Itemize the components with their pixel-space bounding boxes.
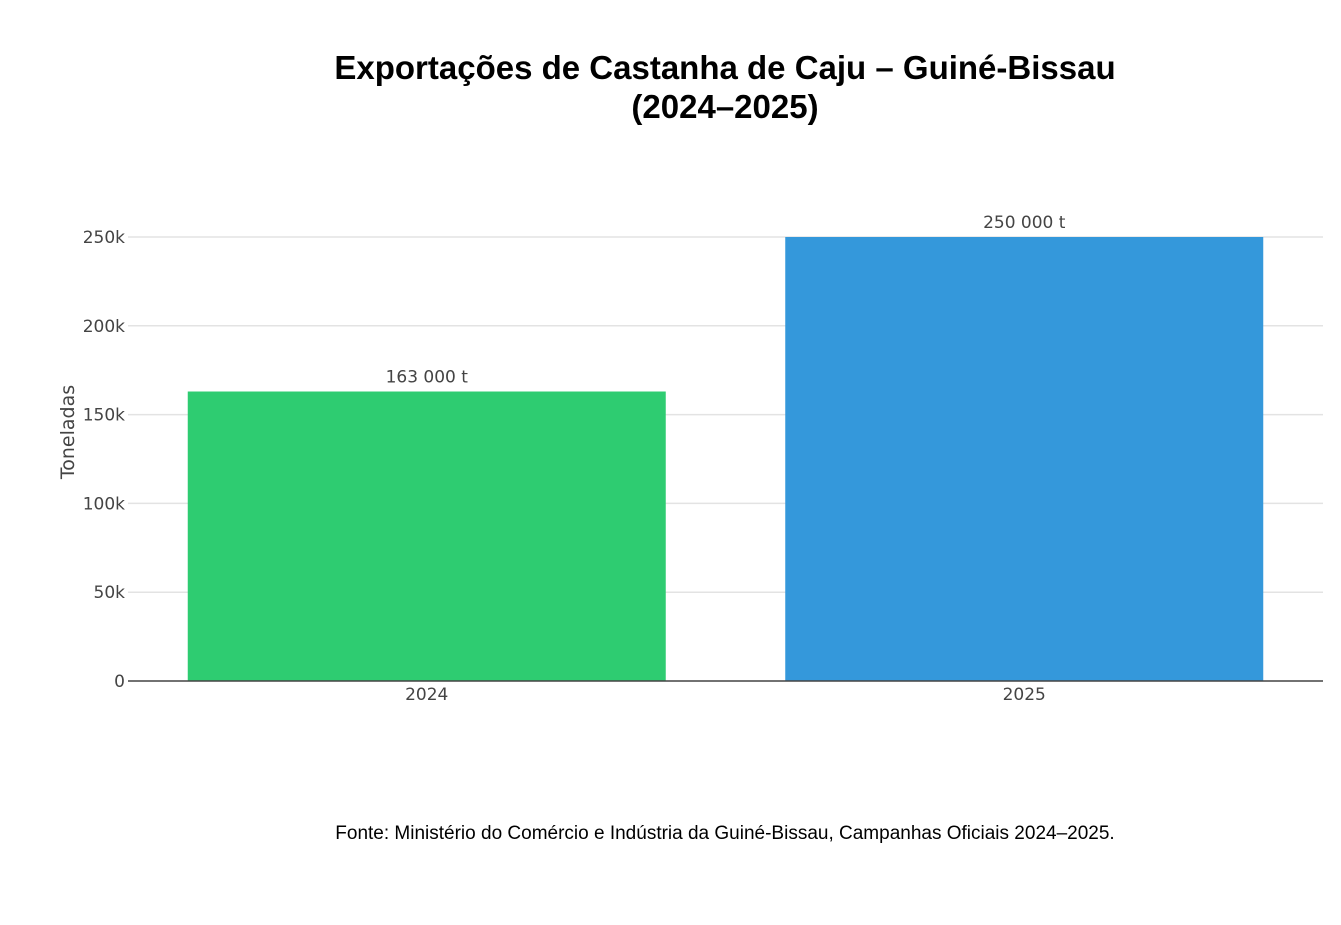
data-label-2025: 250 000 t: [983, 213, 1066, 233]
source-note: Fonte: Ministério do Comércio e Indústri…: [335, 823, 1115, 844]
y-tick-label: 50k: [94, 583, 126, 603]
bar-2024: [187, 391, 666, 681]
chart-title-line2: (2024–2025): [631, 88, 819, 125]
x-tick-label: 2025: [1003, 685, 1046, 705]
data-label-2024: 163 000 t: [386, 368, 469, 388]
chart-title: Exportações de Castanha de Caju – Guiné-…: [125, 48, 1325, 126]
x-tick-label: 2024: [405, 685, 448, 705]
bars: [187, 237, 1264, 681]
y-tick-label: 150k: [83, 406, 125, 426]
chart-title-line1: Exportações de Castanha de Caju – Guiné-…: [334, 49, 1116, 86]
y-tick-label: 250k: [83, 228, 125, 248]
labels: 0 50k 100k 150k 200k 250k 163 000 t 2024 250 000…: [83, 213, 1066, 705]
bar-2025: [785, 237, 1264, 681]
y-tick-label: 100k: [83, 494, 125, 514]
y-axis-title: Toneladas: [57, 385, 79, 480]
y-tick-label: 0: [114, 672, 125, 692]
y-tick-label: 200k: [83, 317, 125, 337]
